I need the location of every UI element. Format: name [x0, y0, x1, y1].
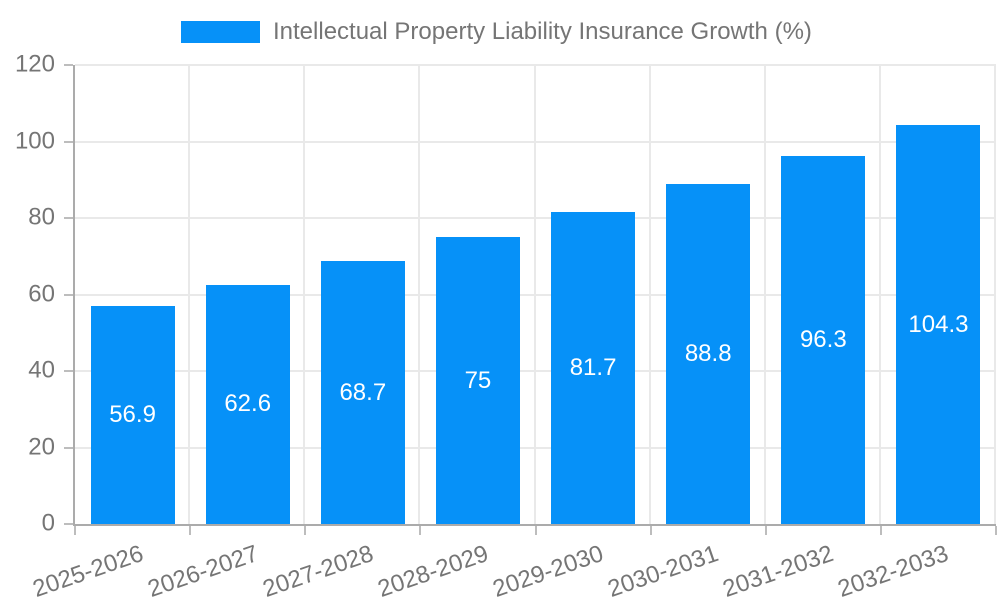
bar: 96.3: [781, 155, 866, 524]
v-gridline: [188, 65, 191, 524]
y-axis-tick: [64, 64, 73, 66]
y-axis-tick: [64, 370, 73, 372]
bar-value-label: 62.6: [224, 390, 272, 418]
x-axis-tick: [649, 526, 652, 535]
y-tick-label: 100: [14, 126, 55, 154]
h-gridline: [75, 370, 996, 372]
bar: 81.7: [551, 211, 636, 524]
bar: 68.7: [320, 261, 405, 524]
v-gridline: [648, 65, 651, 524]
bar-value-label: 75: [464, 366, 492, 394]
x-axis-tick: [879, 526, 882, 535]
y-tick-label: 60: [28, 279, 55, 307]
h-gridline: [75, 217, 996, 219]
bar: 104.3: [896, 125, 981, 524]
legend-swatch: [181, 21, 260, 43]
h-gridline: [75, 446, 996, 449]
bar-value-label: 68.7: [339, 378, 387, 406]
bar-value-label: 96.3: [799, 325, 847, 353]
bar: 88.8: [666, 184, 751, 524]
v-gridline: [994, 65, 996, 524]
bar: 62.6: [205, 284, 290, 524]
x-axis-tick: [419, 526, 422, 535]
h-gridline: [75, 140, 996, 143]
y-axis-tick: [64, 446, 73, 449]
y-axis-tick: [64, 523, 73, 525]
y-tick-label: 40: [28, 356, 55, 384]
x-axis-tick: [74, 526, 76, 535]
bar-value-label: 88.8: [684, 340, 732, 368]
y-axis-tick: [64, 140, 73, 143]
v-gridline: [418, 65, 421, 524]
x-axis-tick: [189, 526, 192, 535]
x-axis-tick: [995, 526, 997, 535]
x-axis-tick: [534, 526, 537, 535]
bar-value-label: 81.7: [569, 353, 617, 381]
bar-value-label: 56.9: [109, 401, 156, 429]
bar-value-label: 104.3: [908, 310, 969, 338]
v-gridline: [763, 65, 766, 524]
v-gridline: [533, 65, 536, 524]
bar: 56.9: [90, 306, 175, 524]
legend: Intellectual Property Liability Insuranc…: [181, 18, 812, 45]
y-tick-label: 80: [28, 203, 55, 231]
y-axis-tick: [64, 217, 73, 219]
y-tick-label: 0: [41, 509, 55, 537]
legend-label: Intellectual Property Liability Insuranc…: [273, 18, 812, 45]
h-gridline: [75, 64, 996, 66]
v-gridline: [303, 65, 306, 524]
y-axis-tick: [64, 293, 73, 296]
bar: 75: [435, 237, 520, 524]
plot-area: 0 20 40 60 80 100 120 56.9 2025-2026 62.6 2026-202…: [15, 50, 997, 600]
y-tick-label: 120: [14, 50, 55, 78]
y-tick-label: 20: [28, 432, 55, 460]
h-gridline: [75, 293, 996, 296]
v-gridline: [878, 65, 881, 524]
x-axis-tick: [304, 526, 307, 535]
x-axis-tick: [764, 526, 767, 535]
